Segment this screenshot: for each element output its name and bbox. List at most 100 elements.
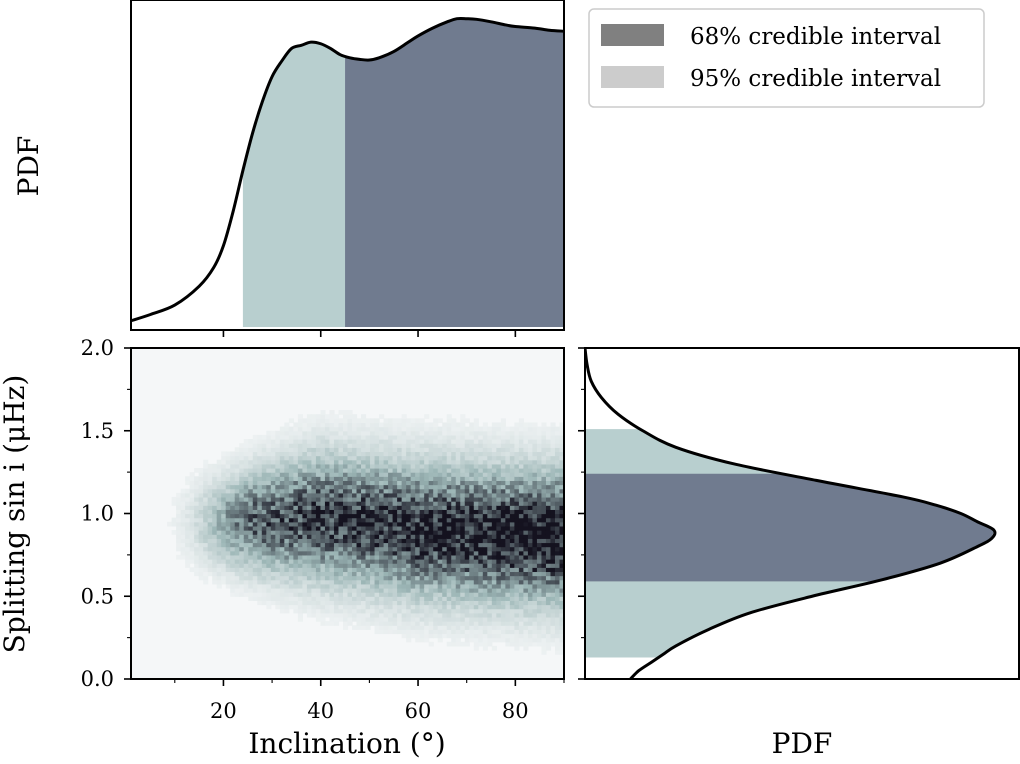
- heatmap-cell: [523, 467, 529, 473]
- heatmap-cell: [180, 530, 186, 535]
- heatmap-cell: [243, 513, 249, 519]
- heatmap-cell: [532, 625, 538, 630]
- heatmap-cell: [361, 563, 367, 568]
- heatmap-cell: [478, 517, 484, 523]
- heatmap-cell: [171, 517, 177, 523]
- heatmap-cell: [329, 600, 335, 606]
- heatmap-cell: [415, 496, 421, 502]
- heatmap-cell: [270, 554, 276, 560]
- heatmap-cell: [482, 575, 488, 581]
- heatmap-cell: [419, 426, 425, 432]
- heatmap-cell: [329, 426, 335, 432]
- heatmap-cell: [536, 542, 543, 548]
- heatmap-cell: [473, 542, 479, 548]
- heatmap-cell: [482, 534, 488, 539]
- heatmap-cell: [194, 554, 200, 560]
- heatmap-cell: [347, 534, 353, 539]
- heatmap-cell: [428, 467, 434, 473]
- heatmap-cell: [261, 587, 267, 593]
- heatmap-cell: [451, 418, 457, 424]
- heatmap-cell: [433, 592, 439, 597]
- heatmap-cell: [189, 472, 195, 477]
- heatmap-cell: [388, 604, 394, 610]
- heatmap-cell: [437, 488, 443, 494]
- heatmap-cell: [176, 496, 182, 502]
- heatmap-cell: [388, 451, 394, 457]
- heatmap-cell: [243, 451, 249, 457]
- heatmap-cell: [370, 546, 376, 552]
- heatmap-cell: [536, 521, 543, 527]
- heatmap-cell: [207, 513, 213, 519]
- heatmap-cell: [347, 521, 353, 527]
- heatmap-cell: [464, 430, 470, 436]
- heatmap-cell: [392, 546, 398, 552]
- heatmap-cell: [415, 476, 421, 481]
- heatmap-cell: [424, 501, 430, 506]
- heatmap-cell: [410, 530, 416, 535]
- heatmap-cell: [491, 645, 497, 651]
- heatmap-cell: [401, 426, 407, 432]
- heatmap-cell: [397, 443, 403, 448]
- heatmap-cell: [509, 467, 515, 473]
- heatmap-cell: [514, 496, 520, 502]
- heatmap-cell: [270, 550, 276, 556]
- heatmap-cell: [320, 621, 326, 626]
- heatmap-cell: [180, 509, 186, 515]
- heatmap-cell: [370, 616, 376, 622]
- heatmap-cell: [230, 567, 236, 573]
- heatmap-cell: [203, 546, 209, 552]
- heatmap-cell: [401, 459, 407, 465]
- heatmap-cell: [536, 488, 543, 494]
- heatmap-cell: [230, 592, 236, 597]
- heatmap-cell: [554, 451, 561, 457]
- heatmap-cell: [315, 612, 322, 618]
- heatmap-cell: [338, 546, 344, 552]
- heatmap-cell: [342, 513, 349, 519]
- heatmap-cell: [532, 629, 538, 635]
- heatmap-cell: [496, 571, 502, 577]
- heatmap-cell: [352, 484, 358, 490]
- heatmap-cell: [451, 583, 457, 589]
- heatmap-cell: [496, 596, 502, 601]
- heatmap-cell: [302, 451, 308, 457]
- heatmap-cell: [496, 538, 502, 544]
- heatmap-cell: [473, 509, 479, 515]
- heatmap-cell: [559, 476, 564, 481]
- heatmap-cell: [329, 434, 335, 440]
- heatmap-cell: [356, 567, 362, 573]
- heatmap-cell: [383, 467, 389, 473]
- heatmap-cell: [388, 567, 394, 573]
- heatmap-cell: [464, 496, 470, 502]
- heatmap-cell: [225, 455, 231, 461]
- heatmap-cell: [460, 567, 466, 573]
- heatmap-cell: [527, 530, 534, 535]
- heatmap-cell: [189, 513, 195, 519]
- heatmap-cell: [554, 650, 561, 655]
- heatmap-cell: [554, 633, 561, 639]
- heatmap-cell: [189, 525, 195, 531]
- heatmap-cell: [324, 463, 331, 469]
- heatmap-cell: [221, 459, 227, 465]
- heatmap-cell: [352, 542, 358, 548]
- heatmap-cell: [536, 492, 543, 498]
- heatmap-cell: [433, 559, 439, 564]
- heatmap-cell: [320, 563, 326, 568]
- heatmap-cell: [383, 447, 389, 453]
- heatmap-cell: [230, 583, 236, 589]
- heatmap-cell: [383, 559, 389, 564]
- heatmap-cell: [541, 604, 547, 610]
- heatmap-cell: [365, 592, 371, 597]
- heatmap-cell: [315, 546, 322, 552]
- heatmap-cell: [428, 596, 434, 601]
- heatmap-cell: [487, 612, 493, 618]
- heatmap-cell: [487, 592, 493, 597]
- heatmap-cell: [230, 459, 236, 465]
- heatmap-cell: [446, 472, 452, 477]
- heatmap-cell: [392, 509, 398, 515]
- heatmap-cell: [234, 587, 240, 593]
- heatmap-cell: [365, 463, 371, 469]
- heatmap-cell: [329, 596, 335, 601]
- heatmap-cell: [401, 480, 407, 486]
- heatmap-cell: [383, 463, 389, 469]
- heatmap-cell: [397, 434, 403, 440]
